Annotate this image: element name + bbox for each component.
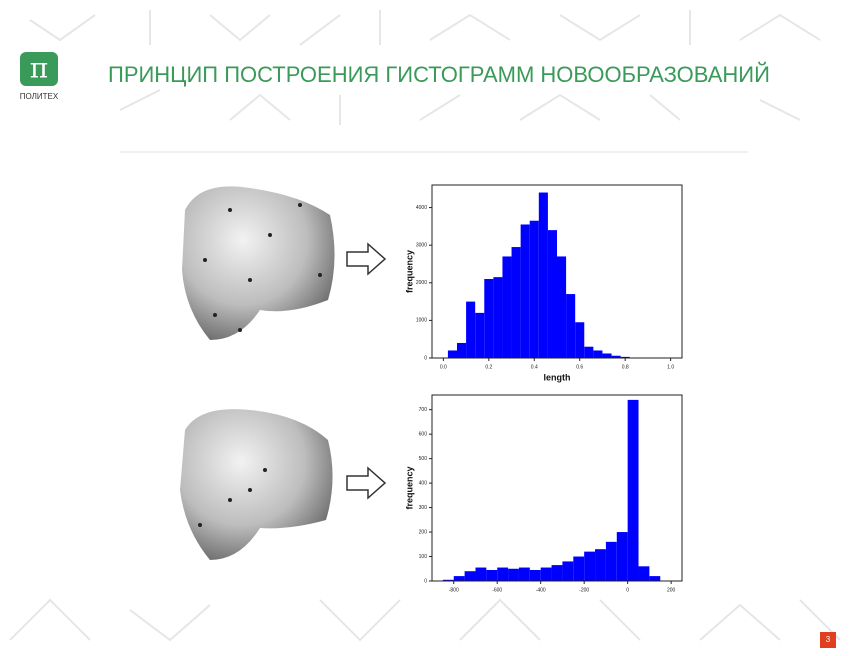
x-tick-label: 0.0 bbox=[440, 364, 447, 370]
bar bbox=[502, 256, 511, 358]
y-tick-label: 2000 bbox=[416, 280, 427, 286]
bar bbox=[584, 347, 593, 358]
x-tick-label: 1.0 bbox=[667, 364, 674, 370]
x-tick-label: 0 bbox=[626, 587, 629, 593]
x-tick-label: 0.4 bbox=[531, 364, 538, 370]
bar bbox=[448, 350, 457, 358]
x-tick-label: -800 bbox=[449, 587, 459, 593]
bar bbox=[649, 576, 660, 581]
bar bbox=[486, 570, 497, 581]
slide: π ПОЛИТЕХ Принцип построения гистограмм … bbox=[0, 0, 859, 656]
arrows bbox=[347, 244, 385, 498]
bar bbox=[602, 353, 611, 358]
x-axis-label: length bbox=[544, 372, 571, 382]
bar bbox=[639, 566, 650, 581]
plot-frame bbox=[432, 395, 682, 581]
bar bbox=[584, 552, 595, 581]
y-tick-label: 0 bbox=[424, 578, 427, 584]
y-tick-label: 300 bbox=[419, 505, 428, 511]
bar bbox=[530, 221, 539, 358]
x-tick-label: 0.6 bbox=[576, 364, 583, 370]
bar bbox=[493, 277, 502, 358]
bar bbox=[593, 350, 602, 358]
bar bbox=[508, 569, 519, 581]
slide-title: Принцип построения гистограмм новообразо… bbox=[108, 62, 770, 87]
bar bbox=[512, 247, 521, 358]
page-number: 3 bbox=[826, 635, 831, 644]
bar bbox=[566, 294, 575, 358]
y-tick-label: 3000 bbox=[416, 243, 427, 249]
bar bbox=[606, 542, 617, 581]
y-tick-label: 400 bbox=[419, 480, 428, 486]
bar bbox=[454, 576, 465, 581]
bar bbox=[475, 568, 486, 581]
bar bbox=[617, 532, 628, 581]
y-tick-label: 200 bbox=[419, 529, 428, 535]
x-tick-label: 0.2 bbox=[485, 364, 492, 370]
y-tick-label: 600 bbox=[419, 431, 428, 437]
y-tick-label: 4000 bbox=[416, 205, 427, 211]
y-tick-label: 100 bbox=[419, 554, 428, 560]
slide-canvas: π ПОЛИТЕХ Принцип построения гистограмм … bbox=[0, 0, 859, 656]
x-tick-label: -200 bbox=[579, 587, 589, 593]
tumor-model bbox=[180, 186, 335, 560]
bar bbox=[548, 230, 557, 358]
bar bbox=[552, 565, 563, 581]
bar bbox=[530, 570, 541, 581]
bar bbox=[575, 322, 584, 358]
bar bbox=[573, 557, 584, 581]
x-tick-label: 0.8 bbox=[622, 364, 629, 370]
logo-text: ПОЛИТЕХ bbox=[20, 92, 59, 101]
y-axis-label: frequency bbox=[404, 466, 414, 509]
bar bbox=[557, 256, 566, 358]
bar bbox=[562, 561, 573, 581]
decor bbox=[10, 10, 840, 640]
bar bbox=[484, 279, 493, 358]
y-tick-label: 500 bbox=[419, 456, 428, 462]
y-tick-label: 1000 bbox=[416, 318, 427, 324]
bar bbox=[628, 400, 639, 581]
bar bbox=[475, 313, 484, 358]
bar bbox=[539, 193, 548, 358]
bar bbox=[595, 549, 606, 581]
logo-pi: π bbox=[30, 52, 48, 85]
x-tick-label: -600 bbox=[492, 587, 502, 593]
x-tick-label: 200 bbox=[667, 587, 676, 593]
y-tick-label: 700 bbox=[419, 407, 428, 413]
bar bbox=[457, 343, 466, 358]
bar bbox=[465, 571, 476, 581]
bar bbox=[466, 302, 475, 358]
bar bbox=[519, 568, 530, 581]
bar bbox=[497, 568, 508, 581]
y-tick-label: 0 bbox=[424, 355, 427, 361]
bar bbox=[521, 224, 530, 358]
y-axis-label: frequency bbox=[404, 250, 414, 293]
x-tick-label: -400 bbox=[536, 587, 546, 593]
bar bbox=[541, 568, 552, 581]
